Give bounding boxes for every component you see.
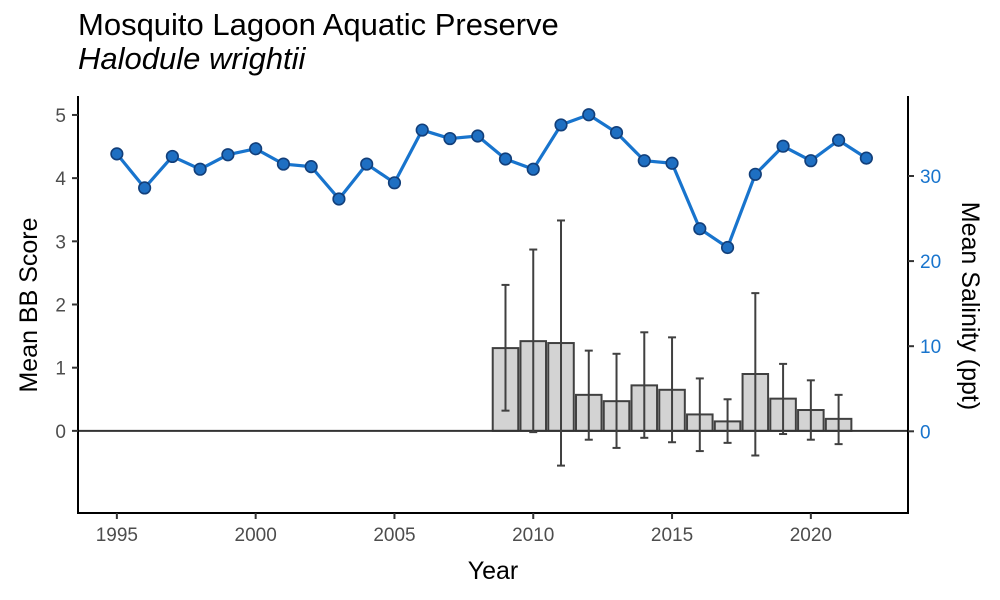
y2-axis-title: Mean Salinity (ppt) [956,202,984,410]
error-bar [501,283,510,412]
y2-tick-label: 20 [920,252,941,273]
chart-subtitle: Halodule wrightii [78,41,306,76]
salinity-point [832,133,846,147]
y-tick-label: 0 [55,422,66,443]
chart-title: Mosquito Lagoon Aquatic Preserve [78,7,559,42]
salinity-point [276,157,291,171]
salinity-point [498,152,513,166]
salinity-point [443,131,457,146]
error-bar [806,379,815,441]
salinity-point [249,142,263,156]
error-bar [584,349,593,441]
salinity-point [138,181,152,195]
salinity-point [526,162,540,176]
salinity-point [582,108,596,122]
error-bar [834,393,843,446]
salinity-point [554,118,568,132]
salinity-point [360,157,374,171]
salinity-point [720,240,735,255]
error-bar [779,362,788,436]
x-tick-label: 1995 [96,525,138,546]
x-tick-label: 2005 [373,525,415,546]
y2-tick-label: 0 [920,422,931,443]
error-bar [557,219,566,467]
salinity-series [110,108,873,255]
salinity-point [859,151,873,165]
y-tick-label: 4 [55,169,66,190]
error-bar-series [501,219,843,467]
salinity-point [471,129,485,143]
x-axis-title: Year [468,557,519,585]
salinity-line [115,113,868,250]
salinity-point [221,148,235,162]
y-tick-label: 1 [55,359,66,380]
error-bar [612,352,621,449]
salinity-point [110,147,124,161]
salinity-point [665,156,679,170]
x-tick-label: 2010 [512,525,554,546]
error-bar [668,336,677,444]
y2-tick-label: 30 [920,167,941,188]
salinity-point [637,154,651,168]
salinity-point [748,167,762,181]
salinity-point [165,149,179,164]
salinity-point [776,139,790,153]
salinity-point [304,160,318,174]
axes: 0 1 2 3 4 5 0 10 20 30 1995 2000 2005 2010 2015 2020 [55,96,941,546]
y-tick-label: 5 [55,106,66,127]
error-bar [640,331,649,439]
salinity-point [387,176,402,190]
y-axis-title: Mean BB Score [15,217,43,392]
salinity-point [609,125,624,140]
salinity-point [693,222,707,236]
x-tick-label: 2000 [235,525,277,546]
salinity-point [193,162,207,176]
y-tick-label: 2 [55,296,66,317]
salinity-point [804,154,818,168]
y-tick-label: 3 [55,232,66,253]
salinity-point [332,192,346,206]
error-bar [695,377,704,453]
x-tick-label: 2015 [651,525,693,546]
error-bar [751,292,760,457]
x-tick-label: 2020 [790,525,832,546]
y2-tick-label: 10 [920,337,941,358]
error-bar [529,248,538,434]
salinity-point [415,123,429,137]
error-bar [723,398,732,444]
